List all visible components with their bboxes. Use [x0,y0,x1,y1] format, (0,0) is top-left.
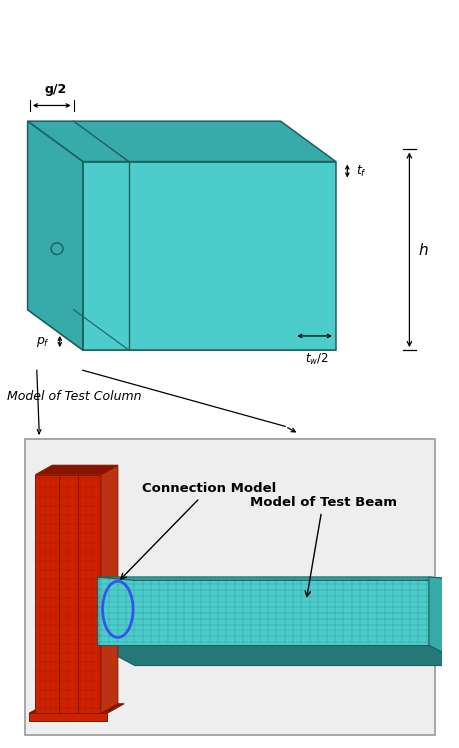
Text: Connection Model: Connection Model [121,482,275,579]
Polygon shape [428,577,459,666]
Polygon shape [101,465,118,714]
Polygon shape [78,475,101,714]
Text: $t_w/2$: $t_w/2$ [304,352,328,367]
Polygon shape [35,465,118,475]
Polygon shape [96,577,428,645]
Polygon shape [58,475,78,714]
Polygon shape [28,121,335,162]
Text: $h$: $h$ [417,242,427,258]
Polygon shape [28,121,83,350]
Polygon shape [83,162,335,350]
Polygon shape [35,475,58,714]
Text: $p_f$: $p_f$ [36,334,50,349]
Text: g/2: g/2 [44,82,66,96]
Polygon shape [96,645,459,666]
Text: Model of Test Beam: Model of Test Beam [249,496,396,597]
Polygon shape [25,439,434,735]
Polygon shape [96,577,459,580]
Polygon shape [28,310,335,350]
Polygon shape [29,714,107,721]
Text: Model of Test Column: Model of Test Column [7,390,141,403]
Text: $t_f$: $t_f$ [355,164,366,179]
Polygon shape [29,704,124,714]
